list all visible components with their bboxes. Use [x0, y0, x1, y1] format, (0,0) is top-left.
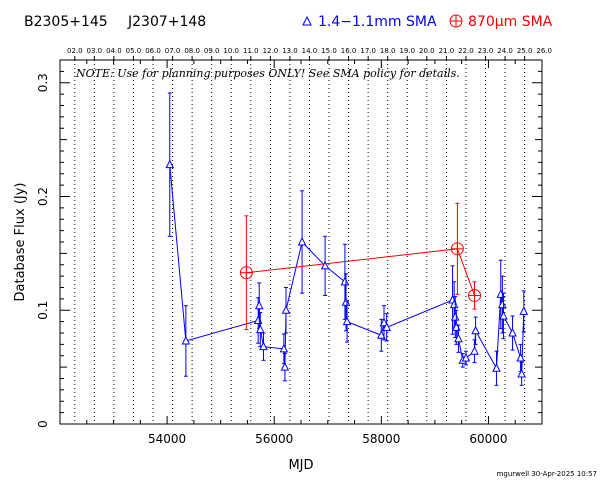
- top-tick-label: 09.0: [204, 47, 220, 55]
- top-tick-label: 18.0: [380, 47, 396, 55]
- data-point: [259, 341, 268, 351]
- data-point: [499, 310, 508, 320]
- series-0: [165, 92, 529, 386]
- y-axis-label: Database Flux (Jy): [13, 183, 28, 302]
- data-point: [280, 362, 290, 371]
- top-tick-label: 25.0: [517, 47, 533, 55]
- top-tick-label: 13.0: [282, 47, 298, 55]
- x-tick-label: 54000: [148, 432, 186, 446]
- y-tick-label: 0.1: [36, 301, 50, 320]
- data-point: [498, 299, 507, 309]
- planning-note: NOTE: Use for planning purposes ONLY! Se…: [75, 67, 460, 80]
- data-point: [454, 333, 463, 343]
- data-point: [340, 276, 350, 286]
- x-tick-label: 58000: [362, 432, 400, 446]
- data-point: [471, 325, 480, 335]
- y-axis: 0 0.1 0.2 0.3: [36, 59, 542, 428]
- data-point: [492, 363, 501, 372]
- y-tick-label: 0.3: [36, 73, 50, 92]
- top-tick-label: 08.0: [184, 47, 200, 55]
- y-tick-label: 0: [36, 420, 50, 428]
- top-tick-label: 17.0: [360, 47, 376, 55]
- y-tick-label: 0.2: [36, 187, 50, 206]
- top-tick-label: 06.0: [145, 47, 161, 55]
- footer-stamp: mgurwell 30-Apr-2025 10:57: [497, 470, 597, 478]
- top-tick-label: 10.0: [223, 47, 239, 55]
- x-axis: 54000 56000 58000 60000: [59, 60, 543, 446]
- series-line: [246, 248, 475, 296]
- data-point: [342, 316, 352, 326]
- data-point: [382, 322, 391, 331]
- data-point: [516, 352, 525, 362]
- top-tick-label: 20.0: [419, 47, 435, 55]
- top-tick-label: 02.0: [67, 47, 83, 55]
- series-1: [239, 202, 482, 331]
- data-point: [320, 260, 330, 270]
- top-tick-label: 19.0: [399, 47, 415, 55]
- top-tick-label: 11.0: [243, 47, 259, 55]
- top-tick-label: 03.0: [87, 47, 103, 55]
- top-tick-label: 22.0: [458, 47, 474, 55]
- source-name: B2305+145: [24, 14, 108, 30]
- data-point: [450, 311, 460, 321]
- top-tick-label: 14.0: [302, 47, 318, 55]
- data-point: [297, 236, 307, 246]
- data-point: [470, 346, 479, 355]
- data-point: [379, 317, 389, 327]
- top-tick-label: 12.0: [263, 47, 279, 55]
- data-point: [181, 335, 191, 345]
- alt-name: J2307+148: [127, 14, 206, 30]
- series-line: [169, 164, 525, 374]
- data-point: [281, 305, 291, 314]
- data-point: [519, 306, 529, 315]
- data-point: [341, 297, 351, 306]
- top-tick-label: 04.0: [106, 47, 122, 55]
- data-point: [377, 330, 386, 339]
- x-tick-label: 60000: [469, 432, 507, 446]
- series-layer: [165, 92, 529, 386]
- x-tick-label: 56000: [255, 432, 293, 446]
- top-year-axis: 02.0 03.0 04.0 05.0 06.0 07.0 08.0 09.0 10.0 11.0…: [67, 47, 552, 60]
- year-grid: [74, 60, 526, 424]
- legend-blue-label: 1.4−1.1mm SMA: [318, 14, 437, 30]
- legend-blue: 1.4−1.1mm SMA: [302, 14, 437, 30]
- x-axis-label: MJD: [288, 458, 313, 473]
- data-point: [517, 368, 526, 378]
- top-tick-label: 23.0: [478, 47, 494, 55]
- data-point: [279, 343, 289, 353]
- legend-red: 870μm SMA: [449, 14, 553, 30]
- top-tick-label: 07.0: [165, 47, 181, 55]
- data-point: [255, 324, 265, 334]
- data-point: [508, 327, 517, 337]
- top-tick-label: 24.0: [497, 47, 513, 55]
- data-point: [449, 299, 459, 309]
- top-tick-label: 16.0: [341, 47, 357, 55]
- data-point: [461, 352, 471, 362]
- top-tick-label: 15.0: [321, 47, 337, 55]
- top-tick-label: 21.0: [439, 47, 455, 55]
- top-tick-label: 05.0: [126, 47, 142, 55]
- legend-triangle-icon: [302, 15, 312, 26]
- legend-red-label: 870μm SMA: [468, 14, 553, 30]
- data-point: [165, 159, 175, 169]
- top-tick-label: 26.0: [536, 47, 552, 55]
- data-point: [254, 300, 264, 310]
